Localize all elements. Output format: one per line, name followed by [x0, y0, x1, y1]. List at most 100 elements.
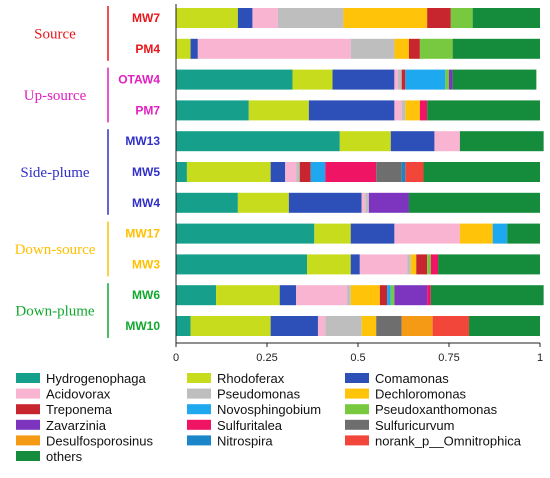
x-tick-label: 0.75 [438, 352, 459, 364]
legend-label-sulfuricurvum: Sulfuricurvum [375, 418, 454, 433]
legend-swatch-zavarzinia [16, 419, 40, 430]
bar-segment-mw3-pseudomonas [407, 254, 411, 275]
bar-segment-pm4-pseudomonas [350, 38, 395, 59]
sample-label-mw6: MW6 [132, 288, 160, 302]
bars: MW7 PM4 OTAW4 PM7 MW13 MW5 MW4 MW17 MW3 MW6 MW10 [118, 8, 544, 336]
bar-segment-mw10-acidovorax [317, 316, 326, 336]
legend-label-acidovorax: Acidovorax [46, 387, 111, 402]
bar-segment-pm4-treponema [408, 38, 420, 59]
legend-label-pseudomonas: Pseudomonas [217, 387, 301, 402]
bar-segment-otaw4-others [452, 69, 537, 90]
bar-segment-mw13-others [459, 131, 544, 152]
legend-swatch-hydrogenophaga [16, 373, 40, 383]
x-tick-label: 1 [537, 352, 543, 364]
bar-segment-mw6-rhodoferax [216, 285, 280, 306]
group-label-source: Source [34, 26, 76, 42]
bar-segment-otaw4-rhodoferax [292, 69, 333, 90]
sample-label-mw4: MW4 [132, 196, 160, 210]
bar-segment-mw6-sulfuritalea [427, 285, 431, 306]
bar-segment-mw3-pseudoxanthomonas [427, 254, 431, 275]
bar-segment-otaw4-pseudomonas [398, 69, 402, 90]
sample-label-otaw4: OTAW4 [118, 73, 160, 87]
legend-label-rhodoferax: Rhodoferax [217, 371, 285, 386]
bar-segment-mw10-others [469, 316, 540, 336]
bar-segment-pm4-dechloromonas [394, 38, 409, 59]
bar-segment-mw5-pseudomonas [296, 162, 300, 182]
legend-swatch-comamonas [345, 373, 369, 383]
bar-segment-mw5-acidovorax [285, 162, 297, 182]
legend-label-hydrogenophaga: Hydrogenophaga [46, 371, 147, 386]
bar-segment-mw17-novosphingobium [492, 223, 508, 244]
legend-label-sulfuritalea: Sulfuritalea [217, 418, 283, 433]
bar-segment-mw3-rhodoferax [307, 254, 351, 275]
bar-segment-mw3-dechloromonas [410, 254, 417, 275]
bar-segment-mw5-novosphingobium [310, 162, 326, 182]
x-tick-label: 0.25 [256, 352, 277, 364]
legend-swatch-sulfuricurvum [345, 419, 369, 430]
legend-label-norank-p-omnitrophica: norank_p__Omnitrophica [375, 433, 522, 448]
bar-segment-mw5-nitrospira [401, 162, 406, 182]
bar-segment-mw6-others [430, 285, 544, 306]
legend-swatch-treponema [16, 404, 40, 415]
bar-segment-mw4-zavarzinia [368, 192, 409, 213]
group-label-up-source: Up-source [24, 88, 87, 104]
group-label-side-plume: Side-plume [20, 165, 89, 181]
bar-segment-mw5-sulfuricurvum [376, 162, 402, 182]
sample-label-mw7: MW7 [132, 11, 160, 25]
legend-swatch-desulfosporosinus [16, 435, 40, 446]
legend-label-treponema: Treponema [46, 402, 113, 417]
bar-segment-mw3-sulfuritalea [430, 254, 439, 275]
bar-segment-mw4-rhodoferax [237, 192, 289, 213]
bar-segment-mw3-hydrogenophaga [176, 254, 308, 275]
bar-segment-pm7-rhodoferax [248, 100, 309, 121]
bar-segment-pm4-comamonas [190, 38, 198, 59]
legend-swatch-nitrospira [187, 435, 211, 446]
bar-segment-otaw4-zavarzinia [449, 69, 453, 90]
legend-swatch-rhodoferax [187, 373, 211, 383]
bar-segment-mw5-others [423, 162, 540, 182]
bar-segment-pm7-comamonas [308, 100, 395, 121]
bar-segment-mw10-norank-p-omnitrophica [432, 316, 470, 336]
bar-segment-mw6-pseudomonas [347, 285, 351, 306]
legend-swatch-novosphingobium [187, 404, 211, 415]
bar-segment-mw3-comamonas [350, 254, 360, 275]
bar-segment-mw5-comamonas [270, 162, 286, 182]
bar-segment-mw5-rhodoferax [186, 162, 271, 182]
bar-segment-mw10-desulfosporosinus [401, 316, 433, 336]
bar-segment-mw6-comamonas [279, 285, 297, 306]
bar-segment-mw17-acidovorax [394, 223, 460, 244]
legend-label-others: others [46, 449, 83, 464]
bar-segment-mw17-dechloromonas [459, 223, 493, 244]
bar-segment-otaw4-comamonas [332, 69, 395, 90]
bar-segment-mw3-acidovorax [359, 254, 408, 275]
legend-swatch-others [16, 451, 40, 461]
bar-segment-mw7-others [472, 8, 540, 28]
bar-segment-mw17-hydrogenophaga [176, 223, 315, 244]
sample-label-mw17: MW17 [125, 227, 160, 241]
sample-label-pm4: PM4 [135, 42, 160, 56]
bar-segment-mw6-novosphingobium [387, 285, 391, 306]
bar-segment-mw7-pseudoxanthomonas [450, 8, 473, 28]
bar-segment-mw10-dechloromonas [361, 316, 377, 336]
bar-segment-mw6-hydrogenophaga [176, 285, 217, 306]
bar-segment-mw13-hydrogenophaga [176, 131, 340, 152]
x-axis: 0 0.25 0.5 0.75 1 [173, 4, 543, 364]
bar-segment-mw7-dechloromonas [343, 8, 428, 28]
bar-segment-pm7-sulfuritalea [419, 100, 428, 121]
bar-segment-mw6-pseudoxanthomonas [390, 285, 395, 306]
bar-segment-mw4-pseudomonas [365, 192, 369, 213]
bar-segment-mw5-hydrogenophaga [176, 162, 187, 182]
bar-segment-mw3-treponema [416, 254, 428, 275]
legend-swatch-pseudomonas [187, 388, 211, 399]
legend-label-nitrospira: Nitrospira [217, 433, 273, 448]
bar-segment-pm4-acidovorax [197, 38, 351, 59]
group-label-down-source: Down-source [15, 242, 96, 258]
bar-segment-mw4-comamonas [288, 192, 362, 213]
x-tick-label: 0.5 [350, 352, 365, 364]
sample-label-mw10: MW10 [125, 319, 160, 333]
bar-segment-mw5-treponema [299, 162, 311, 182]
x-tick-label: 0 [173, 352, 179, 364]
sample-label-mw5: MW5 [132, 165, 160, 179]
bar-segment-mw6-dechloromonas [350, 285, 380, 306]
